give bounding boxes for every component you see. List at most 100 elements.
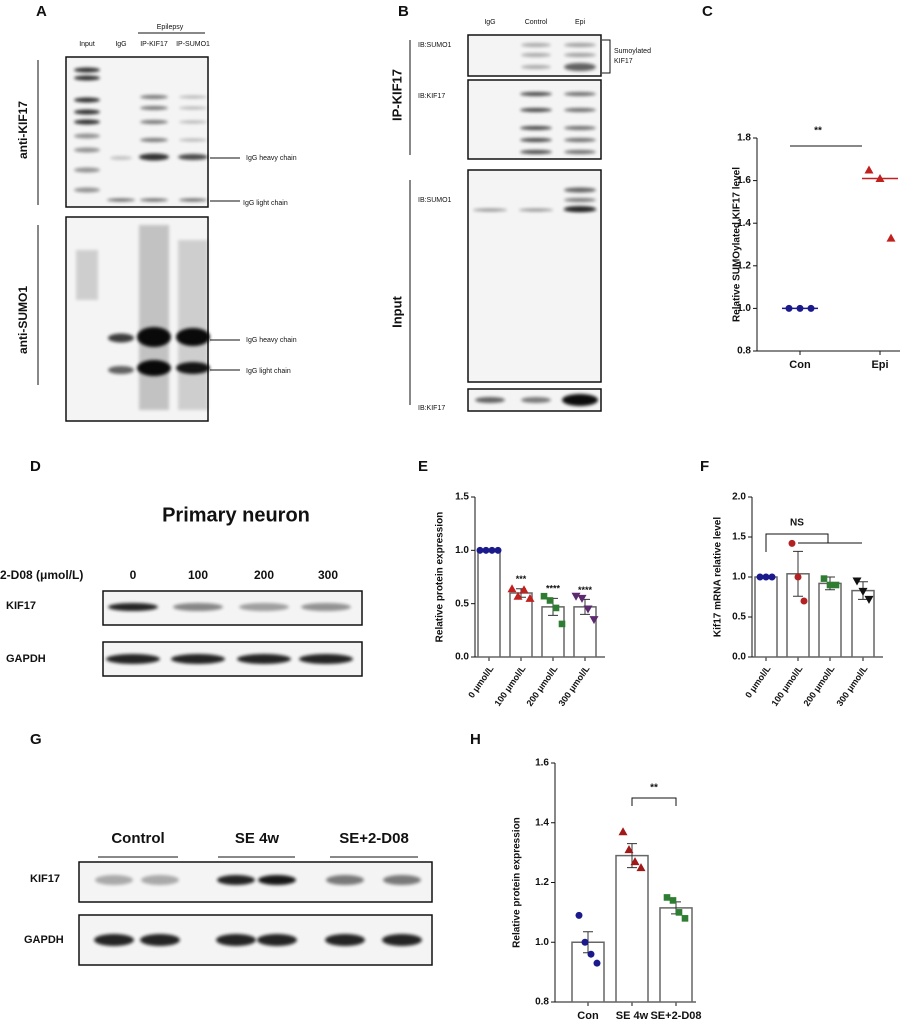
y-tick-label: 0.5 <box>732 612 746 623</box>
band <box>74 119 100 125</box>
point <box>552 604 560 612</box>
smear <box>76 250 98 300</box>
y-tick-label: 1.5 <box>455 492 469 503</box>
point <box>587 950 595 958</box>
band <box>176 362 210 374</box>
point <box>525 593 535 602</box>
x-tick-label: Epi <box>871 359 888 371</box>
band <box>140 95 168 99</box>
band <box>239 603 289 611</box>
point <box>546 597 554 604</box>
panel-label: G <box>30 731 42 748</box>
point <box>788 539 796 547</box>
band <box>257 934 297 946</box>
band <box>564 53 596 57</box>
annotation: ** <box>650 783 658 794</box>
band <box>140 120 168 124</box>
annotation: **** <box>578 585 593 595</box>
y-tick-label: 1.0 <box>732 572 746 583</box>
band <box>139 153 169 161</box>
band <box>176 328 210 346</box>
band <box>564 187 596 193</box>
significance-bracket <box>631 797 677 806</box>
band <box>475 397 505 403</box>
blot-title: Primary neuron <box>162 504 310 526</box>
y-tick-label: 0.8 <box>737 346 751 357</box>
blot <box>78 861 433 903</box>
x-tick-label: Con <box>789 359 811 371</box>
blot-label: IB:SUMO1 <box>418 42 452 49</box>
point <box>663 894 671 901</box>
band <box>519 208 553 212</box>
y-tick-label: 1.6 <box>737 175 751 186</box>
y-tick-label: 1.0 <box>535 937 549 948</box>
annotation: **** <box>546 584 561 594</box>
y-axis-label: Relative SUMOylated KIF17 level <box>732 167 743 322</box>
band <box>140 106 168 110</box>
band <box>140 138 168 142</box>
y-tick-label: 1.0 <box>455 545 469 556</box>
x-tick-label: SE 4w <box>616 1010 649 1022</box>
x-tick-label: 0 μmol/L <box>466 663 496 699</box>
y-tick-label: 1.8 <box>737 133 751 144</box>
y-tick-label: 0.8 <box>535 997 549 1008</box>
x-tick-label: 200 μmol/L <box>524 663 559 708</box>
group-label: SE+2-D08 <box>339 830 409 847</box>
x-tick-label: 200 μmol/L <box>801 663 836 708</box>
annotation: NS <box>790 518 804 529</box>
point <box>575 911 583 919</box>
blot <box>467 169 602 383</box>
dose-label: 0 <box>130 568 137 582</box>
band <box>301 603 351 611</box>
band <box>74 147 100 153</box>
x-tick-label: 300 μmol/L <box>556 663 591 708</box>
group-label: Epilepsy <box>157 24 184 31</box>
bar <box>754 576 778 658</box>
band <box>382 934 422 946</box>
lane-label: Control <box>525 19 548 26</box>
blot-label: IB:KIF17 <box>418 93 445 100</box>
band <box>521 53 551 57</box>
treatment-label: 2-D08 (μmol/L) <box>0 568 83 582</box>
x-tick-label: 0 μmol/L <box>743 663 773 699</box>
band <box>179 198 207 202</box>
point <box>826 581 834 589</box>
blot-label: GAPDH <box>6 653 46 665</box>
point <box>852 577 862 586</box>
band <box>564 63 596 71</box>
band <box>521 65 551 69</box>
marker-label: IgG heavy chain <box>246 337 297 344</box>
point <box>476 546 484 554</box>
band <box>110 156 132 160</box>
x-tick-label: SE+2-D08 <box>650 1010 701 1022</box>
panel-label: C <box>702 3 713 20</box>
marker-label: IgG heavy chain <box>246 155 297 162</box>
group-label: Control <box>111 830 164 847</box>
band <box>258 875 296 885</box>
point <box>583 605 593 614</box>
point <box>577 594 587 603</box>
lane-label: IgG <box>115 41 126 48</box>
band <box>564 150 596 154</box>
band <box>179 106 207 110</box>
band <box>564 43 596 47</box>
point <box>756 573 764 581</box>
band <box>564 108 596 112</box>
lane-label: IP-KIF17 <box>140 41 168 48</box>
band <box>137 360 171 376</box>
point <box>624 845 634 854</box>
y-tick-label: 2.0 <box>732 492 746 503</box>
point <box>571 592 581 601</box>
band <box>95 875 133 885</box>
band <box>325 934 365 946</box>
point <box>762 573 770 581</box>
band <box>94 934 134 946</box>
dose-label: 200 <box>254 568 274 582</box>
band <box>520 108 552 112</box>
point <box>482 546 490 554</box>
panel-label: B <box>398 3 409 20</box>
group-label: IP-KIF17 <box>389 69 404 121</box>
band <box>140 198 168 202</box>
band <box>564 138 596 142</box>
x-tick-label: 100 μmol/L <box>769 663 804 708</box>
